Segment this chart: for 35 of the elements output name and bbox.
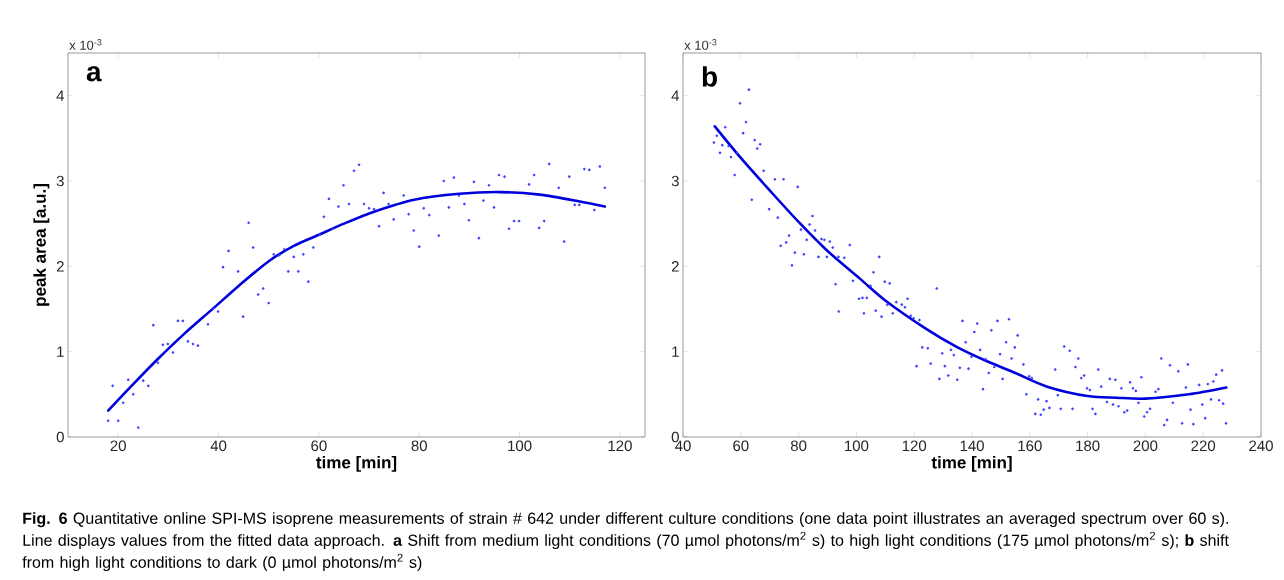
text: Fig. 6 Quantitative online SPI-MS isoprene measurements of strain # 642 under different culture conditions (one data point illustrates an averaged spectrum over 60 s). Line displays values from the fitted data approach. a Shift from medium light conditions (70 µmol photons/m$^{2}$ s) to high light conditions (175 µmol photons/m$^{2}$ s); b shift from high light conditions to dark (0 µmol photons/m$^{2}$ s) [22,512,1229,572]
x-tick-label: 40 [210,440,227,452]
x-tick-label: 120 [902,440,927,452]
y-tick-label: 2 [671,261,679,272]
y-tick-label: 2 [56,261,64,272]
y-tick-label: 0 [56,431,64,443]
chart-title: b [702,66,717,87]
x-tick-label: 240 [1249,440,1273,452]
line-series [713,125,1228,400]
line-series [106,190,607,412]
text: x 10$^{-3}$ [69,39,102,50]
x-tick-label: 140 [960,440,984,452]
x-tick-label: 180 [1076,440,1100,452]
y-tick-label: 1 [672,346,679,357]
x-tick-label: 20 [110,440,126,452]
x-tick-label: 80 [411,440,427,452]
x-axis-title: time [min] [931,456,1012,472]
y-tick-label: 4 [56,90,65,101]
y-tick-label: 1 [57,346,64,357]
y-tick-label: 3 [56,175,64,187]
x-tick-label: 60 [311,440,327,452]
x-tick-label: 60 [733,440,749,452]
x-tick-label: 220 [1191,440,1216,452]
text: x 10$^{-3}$ [684,39,717,50]
x-tick-label: 200 [1133,440,1158,452]
x-tick-label: 100 [508,440,532,452]
x-axis-title: time [min] [316,456,397,472]
y-tick-label: 3 [671,175,679,187]
x-tick-label: 160 [1018,440,1042,452]
x-tick-label: 120 [608,440,632,452]
y-tick-label: 4 [671,90,680,101]
chart-title: a [86,66,102,82]
x-tick-label: 80 [790,440,807,452]
y-axis-title: peak area [a.u.] [33,184,50,306]
x-tick-label: 100 [845,440,869,452]
